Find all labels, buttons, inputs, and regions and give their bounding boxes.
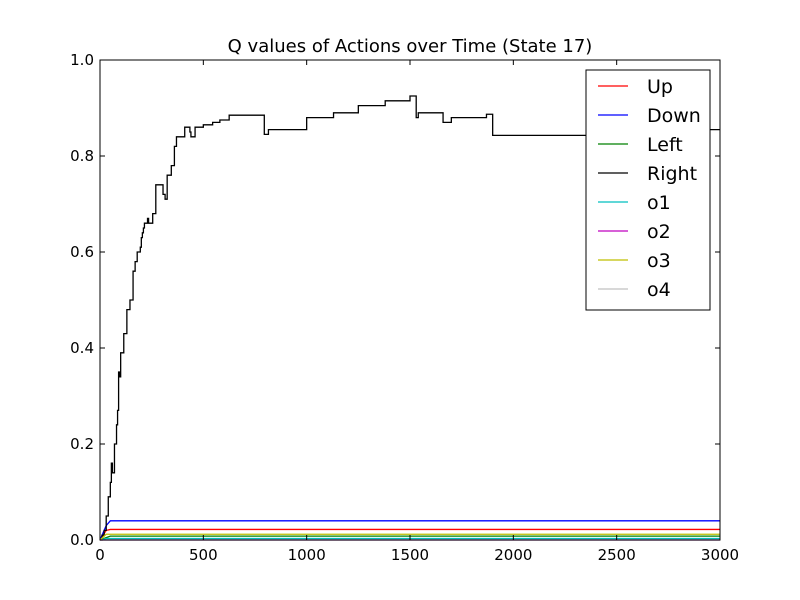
legend-box bbox=[585, 69, 711, 311]
legend-label-o3: o3 bbox=[647, 250, 671, 272]
y-tick-label: 0.8 bbox=[70, 147, 94, 165]
legend-label-o2: o2 bbox=[647, 221, 671, 243]
axes-ticks: 0 500 1000 1500 2000 2500 3000 0.0 0.2 0.4 0.6 0.8 1… bbox=[70, 51, 739, 564]
legend-label-o1: o1 bbox=[647, 192, 671, 214]
legend-label-right: Right bbox=[647, 163, 697, 185]
series-line-o3 bbox=[99, 533, 720, 541]
x-tick-label: 2000 bbox=[494, 546, 532, 564]
y-tick-label: 1.0 bbox=[70, 51, 94, 69]
legend-label-left: Left bbox=[647, 134, 683, 156]
x-tick-label: 3000 bbox=[701, 546, 739, 564]
x-tick-label: 1000 bbox=[288, 546, 326, 564]
y-tick-label: 0.6 bbox=[70, 243, 94, 261]
y-tick-label: 0.0 bbox=[70, 531, 94, 549]
x-tick-label: 2500 bbox=[598, 546, 636, 564]
legend-label-o4: o4 bbox=[647, 279, 671, 301]
series-line-right bbox=[100, 95, 720, 541]
x-tick-label: 1500 bbox=[391, 546, 429, 564]
x-tick-label: 0 bbox=[95, 546, 105, 564]
legend-label-down: Down bbox=[647, 105, 701, 127]
chart-title: Q values of Actions over Time (State 17) bbox=[228, 36, 593, 57]
y-tick-label: 0.2 bbox=[70, 435, 94, 453]
legend: Up Down Left Right o1 o2 o3 o4 bbox=[585, 69, 711, 311]
y-tick-label: 0.4 bbox=[70, 339, 94, 357]
legend-label-up: Up bbox=[647, 76, 673, 98]
x-tick-label: 500 bbox=[189, 546, 218, 564]
